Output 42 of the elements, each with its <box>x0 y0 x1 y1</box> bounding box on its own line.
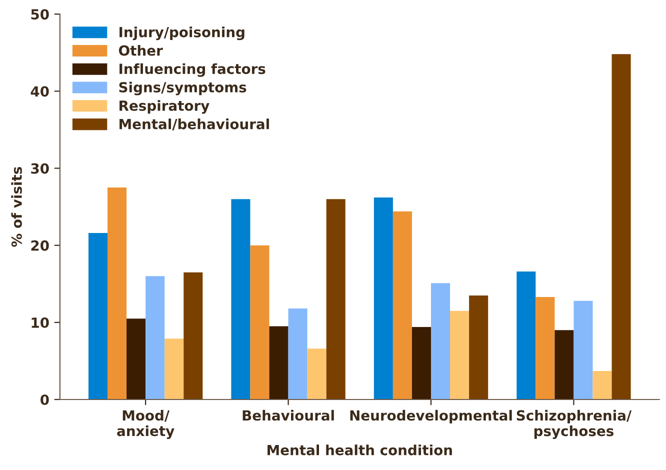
legend-label: Influencing factors <box>120 63 266 77</box>
bar <box>592 370 612 400</box>
bar <box>231 199 250 400</box>
bar <box>307 348 326 400</box>
legend-label: Respiratory <box>120 100 210 114</box>
legend-label: Other <box>118 45 163 56</box>
y-tick-label: 30 <box>31 163 49 174</box>
x-tick-label: Mood/ anxiety <box>117 410 174 440</box>
bar <box>392 211 412 400</box>
bar <box>146 276 165 400</box>
bar <box>574 300 593 400</box>
bar <box>412 327 431 400</box>
y-tick-label: 50 <box>31 9 49 20</box>
legend-label: Mental/behavioural <box>120 118 269 130</box>
bar <box>536 296 555 400</box>
legend-label: Signs/symptoms <box>119 82 246 96</box>
bar <box>430 283 450 400</box>
bar <box>326 199 346 400</box>
x-tick-label: Neurodevelopmental <box>350 410 512 424</box>
bar <box>164 338 184 400</box>
y-tick-label: 10 <box>32 317 49 328</box>
x-axis-title: Mental health condition <box>268 444 452 456</box>
y-tick-label: 0 <box>40 394 49 405</box>
bar <box>288 308 308 400</box>
bar <box>126 318 146 400</box>
bar <box>184 272 203 400</box>
bar <box>516 272 536 400</box>
bar <box>108 188 127 400</box>
y-tick-label: 20 <box>31 240 49 251</box>
bar <box>450 310 470 400</box>
y-tick-label: 40 <box>30 86 49 97</box>
x-tick-label: Behavioural <box>242 410 334 421</box>
y-axis-title: % of visits <box>11 167 22 247</box>
bar <box>250 245 270 400</box>
bar <box>554 330 574 400</box>
x-tick-label: Schizophrenia/ psychoses <box>516 410 632 440</box>
bar <box>469 295 488 400</box>
bar <box>612 54 631 400</box>
bar <box>374 198 393 400</box>
bar <box>269 326 288 400</box>
bar <box>88 233 108 400</box>
legend-label: Injury/poisoning <box>120 26 244 40</box>
